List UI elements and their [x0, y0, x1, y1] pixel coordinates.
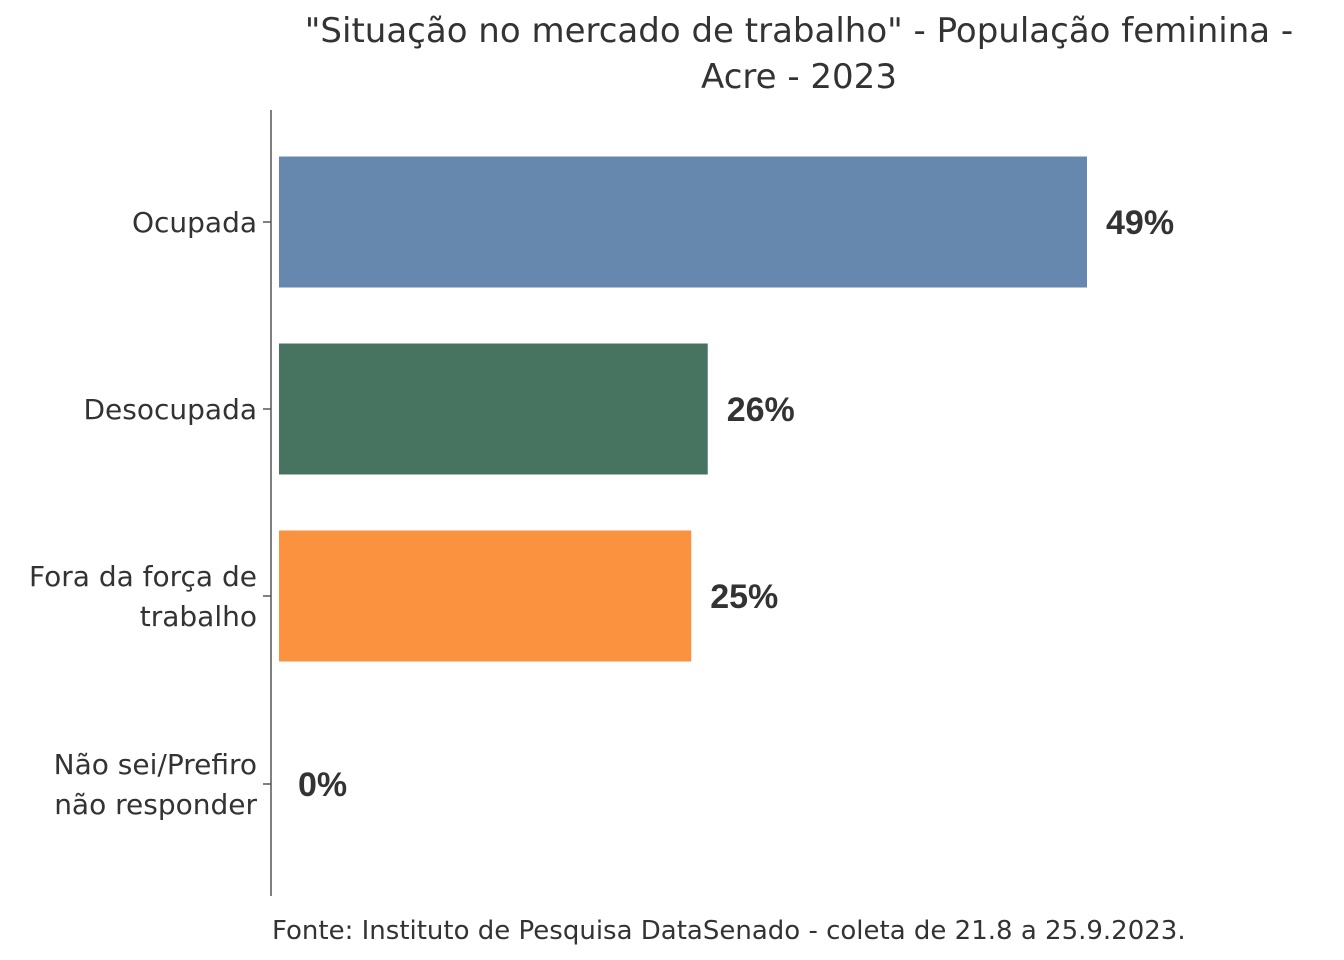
category-label: trabalho — [140, 600, 257, 633]
chart-title: "Situação no mercado de trabalho" - Popu… — [305, 11, 1293, 97]
category-label: Ocupada — [132, 206, 257, 239]
chart-title-line: "Situação no mercado de trabalho" - Popu… — [305, 11, 1293, 51]
bars-group: 49% Ocupada 26% Desocupada 25% Fora da força … — [29, 156, 1174, 821]
source-note: Fonte: Instituto de Pesquisa DataSenado … — [272, 916, 1186, 946]
data-label: 25% — [710, 578, 778, 616]
category-label: não responder — [54, 788, 257, 821]
category-label: Desocupada — [83, 393, 257, 426]
category-label: Não sei/Prefiro — [54, 748, 257, 781]
bar — [279, 343, 708, 475]
chart-title-line: Acre - 2023 — [701, 57, 897, 97]
bar — [279, 530, 692, 662]
data-label: 0% — [298, 766, 347, 804]
data-label: 49% — [1106, 204, 1174, 242]
bar — [279, 156, 1087, 288]
data-label: 26% — [727, 391, 795, 429]
category-label: Fora da força de — [29, 560, 257, 593]
